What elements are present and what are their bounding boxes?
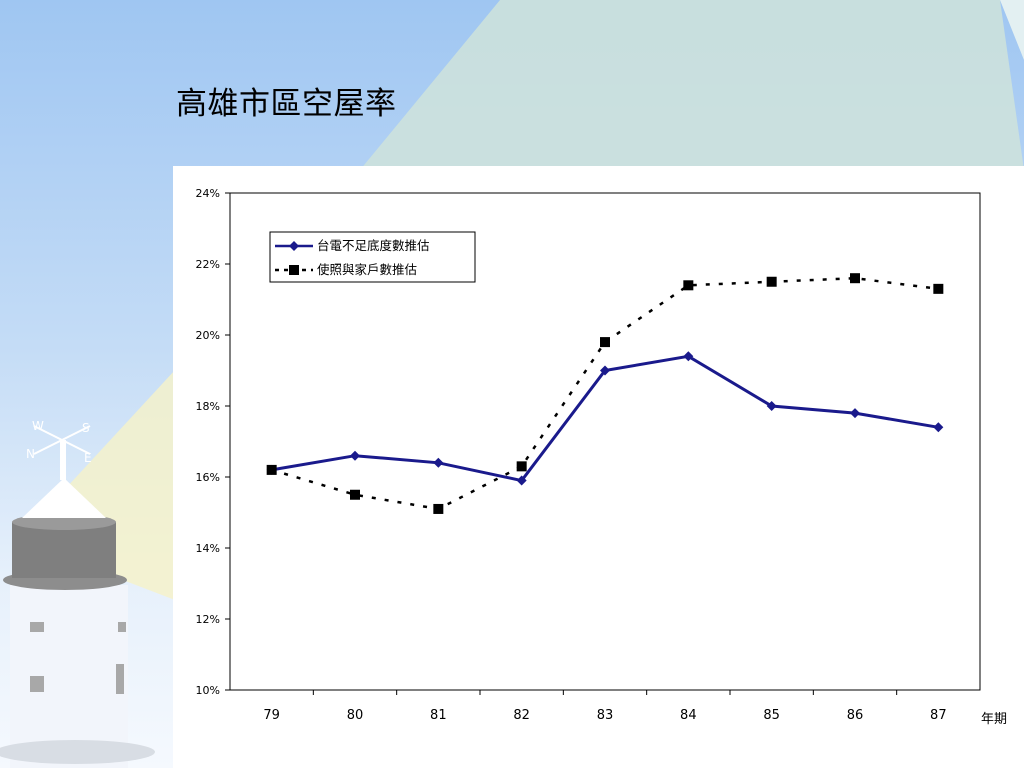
data-point-square [600,337,610,348]
data-point-square [266,464,277,475]
legend-box [269,231,476,283]
lighthouse-illustration: W S N E [0,419,155,768]
y-tick-label: 22% [196,258,220,271]
series-layer [266,273,944,514]
compass-icon: W S N E [26,419,92,465]
lighthouse-tower [10,585,128,768]
x-tick-label: 86 [847,708,864,723]
data-point-square [933,283,944,294]
lighthouse-lantern-room [12,522,116,578]
data-point-square [850,273,860,284]
legend-label-dashed: 使照與家戶數推估 [317,262,417,277]
compass-n: N [26,447,35,461]
x-tick-label: 85 [763,708,780,723]
y-tick-label: 16% [196,471,220,484]
legend: 台電不足底度數推估 使照與家戶數推估 [269,231,476,283]
y-tick-label: 10% [196,684,220,697]
lighthouse-dome [22,478,106,518]
y-tick-label: 14% [196,542,220,555]
lighthouse-window [116,664,124,694]
data-point-diamond [516,475,527,486]
data-point-diamond [933,422,944,433]
data-point-square [350,489,360,500]
legend-square-marker [289,265,299,275]
lighthouse-window [30,622,44,632]
slide-title: 高雄市區空屋率 [176,86,397,122]
x-axis-title: 年期 [981,712,1007,727]
y-tick-label: 24% [196,187,220,200]
light-beam-edge [1000,0,1024,60]
compass-s: S [82,421,90,435]
x-axis: 79 80 81 82 83 84 85 86 87 [263,690,947,723]
data-point-square [433,503,444,514]
light-beam-top [360,0,1024,170]
data-point-diamond [600,365,610,376]
x-tick-label: 84 [680,708,697,723]
lighthouse-window [30,676,44,692]
chart-panel: 10% 12% 14% 16% 18% 20% 22% 24% 79 80 81 82 83 84 85 8… [173,166,1024,768]
x-tick-label: 87 [930,708,947,723]
data-point-diamond [433,457,444,468]
x-tick-label: 82 [513,708,530,723]
x-tick-label: 79 [263,708,280,723]
data-point-square [683,280,694,291]
data-point-diamond [766,401,777,411]
y-tick-label: 20% [196,329,220,342]
lighthouse-base [0,740,155,764]
compass-w: W [32,419,44,433]
legend-diamond-marker [289,241,299,251]
data-point-square [766,276,777,287]
x-tick-label: 80 [347,708,364,723]
data-point-diamond [850,408,860,419]
legend-label-solid: 台電不足底度數推估 [317,238,430,253]
y-tick-label: 12% [196,613,220,626]
lighthouse-mast [60,440,66,480]
compass-e: E [84,451,92,465]
x-tick-label: 83 [597,708,614,723]
line-chart: 10% 12% 14% 16% 18% 20% 22% 24% 79 80 81 82 83 84 85 8… [196,187,1007,727]
lighthouse-window [118,622,126,632]
y-tick-label: 18% [196,400,220,413]
y-axis: 10% 12% 14% 16% 18% 20% 22% 24% [196,187,230,697]
x-tick-label: 81 [430,708,447,723]
data-point-square [516,461,527,472]
data-point-diamond [683,351,694,362]
data-point-diamond [350,450,360,461]
